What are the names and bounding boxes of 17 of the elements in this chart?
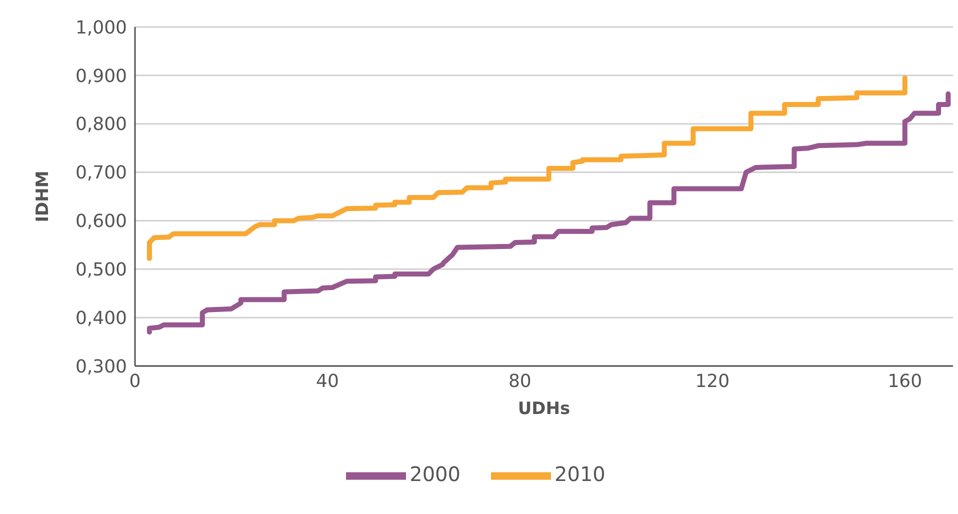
y-tick-label: 0,800 — [75, 114, 127, 136]
y-tick-label: 0,300 — [75, 356, 127, 378]
y-tick-label: 0,600 — [75, 211, 127, 232]
legend-label: 2010 — [554, 462, 606, 486]
legend-label: 2000 — [410, 462, 460, 486]
y-tick-label: 0,900 — [75, 66, 127, 87]
x-tick-label: 40 — [316, 370, 339, 392]
y-tick-label: 0,400 — [75, 308, 127, 329]
x-tick-label: 80 — [508, 370, 532, 392]
x-axis-title: UDHs — [518, 399, 570, 419]
y-tick-label: 0,500 — [75, 260, 127, 281]
y-axis-title: IDHM — [33, 170, 54, 222]
y-tick-label: 0,700 — [75, 162, 127, 184]
y-tick-label: 1,000 — [75, 17, 127, 38]
x-tick-label: 0 — [129, 370, 141, 392]
x-tick-label: 120 — [695, 370, 730, 392]
x-tick-label: 160 — [888, 370, 922, 392]
